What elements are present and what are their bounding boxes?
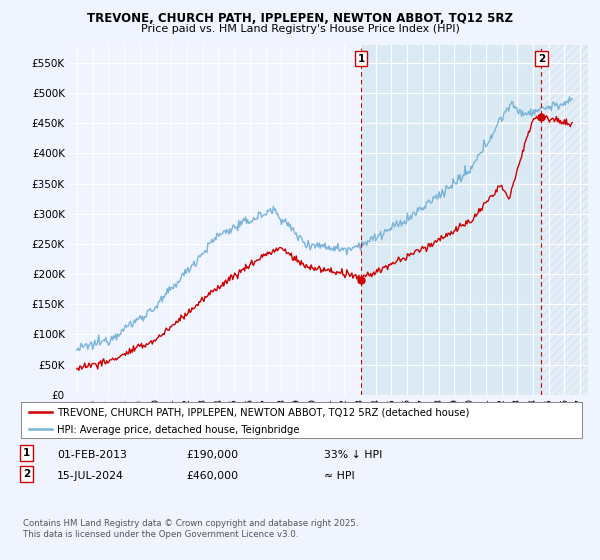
Text: HPI: Average price, detached house, Teignbridge: HPI: Average price, detached house, Teig… [58,424,300,435]
Text: £460,000: £460,000 [186,471,238,481]
Text: Price paid vs. HM Land Registry's House Price Index (HPI): Price paid vs. HM Land Registry's House … [140,24,460,34]
Text: 2: 2 [538,54,545,63]
Text: Contains HM Land Registry data © Crown copyright and database right 2025.
This d: Contains HM Land Registry data © Crown c… [23,519,358,539]
Text: ≈ HPI: ≈ HPI [324,471,355,481]
Text: 1: 1 [358,54,365,63]
Bar [361,45,541,395]
Text: 15-JUL-2024: 15-JUL-2024 [57,471,124,481]
Bar [541,45,588,395]
Text: 33% ↓ HPI: 33% ↓ HPI [324,450,382,460]
Text: £190,000: £190,000 [186,450,238,460]
Text: 01-FEB-2013: 01-FEB-2013 [57,450,127,460]
Text: 2: 2 [23,469,30,479]
Text: TREVONE, CHURCH PATH, IPPLEPEN, NEWTON ABBOT, TQ12 5RZ (detached house): TREVONE, CHURCH PATH, IPPLEPEN, NEWTON A… [58,408,470,417]
Text: TREVONE, CHURCH PATH, IPPLEPEN, NEWTON ABBOT, TQ12 5RZ: TREVONE, CHURCH PATH, IPPLEPEN, NEWTON A… [87,12,513,25]
Text: 1: 1 [23,448,30,458]
